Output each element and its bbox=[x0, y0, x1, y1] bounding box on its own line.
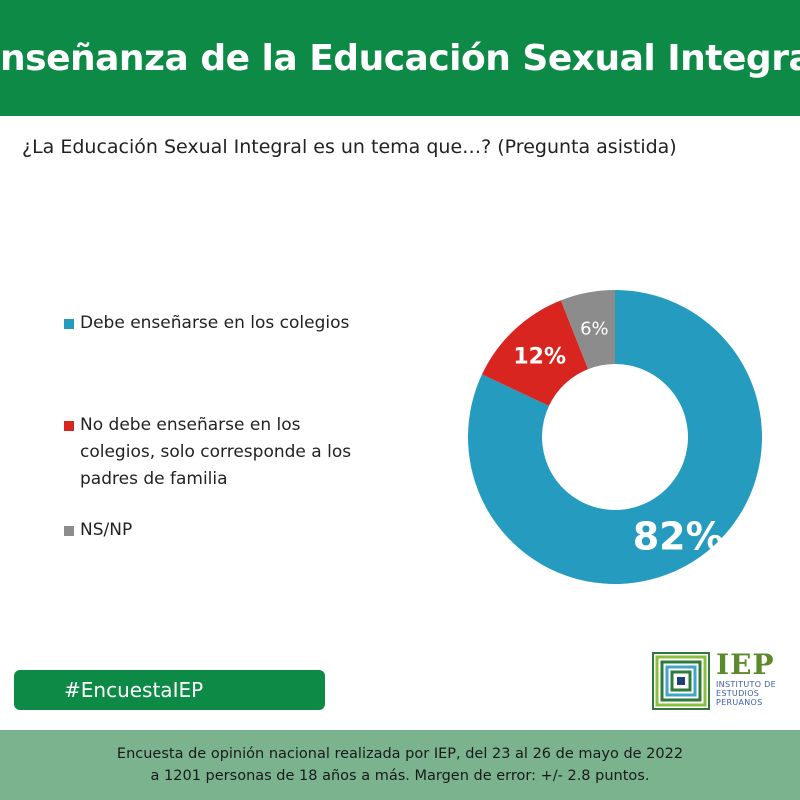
donut-label-debe: 82% bbox=[633, 515, 724, 559]
iep-logo-name: IEP bbox=[716, 648, 775, 681]
survey-question: ¿La Educación Sexual Integral es un tema… bbox=[22, 136, 677, 158]
iep-logo: IEP INSTITUTO DE ESTUDIOS PERUANOS bbox=[652, 648, 792, 710]
iep-logo-line-2: ESTUDIOS bbox=[716, 689, 760, 698]
donut-slice-ns-np bbox=[560, 290, 615, 370]
page-title: Enseñanza de la Educación Sexual Integra… bbox=[0, 37, 800, 79]
legend-swatch-no-debe bbox=[64, 421, 74, 431]
legend-label-debe-line-1: Debe enseñarse en los colegios bbox=[80, 313, 350, 333]
donut-chart-svg: 82% 12% 6% bbox=[468, 290, 762, 584]
donut-label-no-debe: 12% bbox=[513, 344, 566, 369]
legend-item-no-debe: No debe enseñarse en los colegios, solo … bbox=[64, 412, 351, 493]
footer-line-1: Encuesta de opinión nacional realizada p… bbox=[116, 746, 684, 762]
donut-label-ns-np: 6% bbox=[580, 318, 609, 339]
iep-logo-mark-icon bbox=[652, 652, 710, 710]
legend-label-no-debe-line-1: No debe enseñarse en los bbox=[80, 415, 301, 435]
iep-logo-text: IEP INSTITUTO DE ESTUDIOS PERUANOS bbox=[716, 648, 776, 708]
hashtag-badge: #EncuestaIEP bbox=[14, 670, 325, 710]
legend-label-ns-np: NS/NP bbox=[80, 517, 132, 544]
donut-slice-no-debe bbox=[481, 300, 589, 406]
legend-label-no-debe-line-2: colegios, solo corresponde a los bbox=[80, 442, 352, 462]
footer-line-2: a 1201 personas de 18 años a más. Margen… bbox=[150, 768, 650, 784]
legend-item-debe: Debe enseñarse en los colegios bbox=[64, 310, 349, 337]
donut-chart: 82% 12% 6% bbox=[460, 282, 770, 592]
legend-label-no-debe-line-3: padres de familia bbox=[80, 469, 228, 489]
legend-swatch-debe bbox=[64, 319, 74, 329]
footer-note: Encuesta de opinión nacional realizada p… bbox=[0, 730, 800, 800]
iep-logo-line-3: PERUANOS bbox=[716, 698, 763, 707]
header-banner: Enseñanza de la Educación Sexual Integra… bbox=[0, 0, 800, 116]
legend-label-no-debe: No debe enseñarse en los colegios, solo … bbox=[80, 412, 351, 493]
legend-item-ns-np: NS/NP bbox=[64, 517, 132, 544]
donut-slice-debe bbox=[468, 290, 762, 584]
legend-label-ns-np-line-1: NS/NP bbox=[80, 520, 133, 540]
legend-swatch-ns-np bbox=[64, 526, 74, 536]
legend-label-debe: Debe enseñarse en los colegios bbox=[80, 310, 349, 337]
iep-logo-line-1: INSTITUTO DE bbox=[716, 680, 776, 689]
